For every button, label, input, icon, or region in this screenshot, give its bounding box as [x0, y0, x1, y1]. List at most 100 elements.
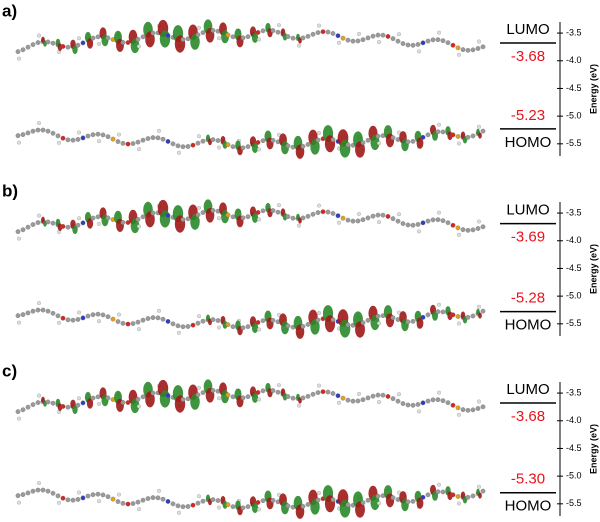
y-axis-label: Energy (eV)	[588, 424, 598, 474]
atom	[240, 145, 246, 151]
atom	[345, 322, 351, 328]
atom	[77, 36, 81, 41]
orbital-lobe	[310, 498, 320, 515]
atom	[317, 383, 321, 388]
atom	[420, 495, 426, 500]
atom	[80, 315, 86, 321]
atom	[135, 319, 141, 325]
orbital-lobe	[86, 398, 94, 409]
atom	[140, 497, 146, 503]
atom	[315, 390, 321, 395]
orbital-lobe	[251, 212, 259, 223]
atom	[155, 135, 161, 141]
atom	[400, 41, 406, 46]
atom	[375, 493, 381, 499]
y-tick-label: -4.5	[566, 83, 582, 93]
atom	[317, 203, 321, 208]
atom	[365, 137, 371, 143]
atom	[125, 321, 131, 327]
atom	[137, 147, 141, 152]
atom	[215, 138, 221, 143]
atom	[437, 302, 441, 307]
atom	[425, 218, 431, 224]
atom	[75, 137, 81, 142]
atom	[240, 395, 246, 401]
atom	[245, 214, 251, 219]
atom	[177, 510, 181, 515]
atom	[300, 504, 306, 509]
atom	[30, 308, 36, 314]
orbital-lobe	[251, 32, 259, 43]
atom	[140, 317, 146, 323]
atom	[35, 40, 41, 45]
atom	[457, 501, 461, 506]
atom	[137, 224, 141, 229]
y-tick-label: -5.5	[566, 138, 582, 148]
atom	[390, 36, 396, 41]
atom	[175, 323, 181, 329]
atom	[135, 499, 141, 505]
atom	[385, 214, 391, 219]
atom	[315, 30, 321, 35]
atom	[365, 35, 371, 41]
atom	[25, 224, 31, 230]
orbital-lobe	[416, 137, 424, 149]
atom	[245, 144, 251, 149]
atom	[130, 501, 136, 506]
atom	[185, 144, 191, 149]
atom	[200, 390, 206, 395]
atom	[215, 498, 221, 503]
atom	[90, 492, 96, 497]
atom	[105, 395, 111, 401]
atom	[320, 389, 326, 395]
atom	[50, 40, 56, 46]
atom	[460, 407, 466, 412]
atom	[137, 507, 141, 512]
orbital-lobe	[355, 321, 365, 338]
atom	[105, 215, 111, 221]
atom	[260, 318, 266, 324]
orbital-lobe	[159, 30, 171, 48]
atom	[440, 38, 446, 43]
atom	[185, 396, 191, 402]
atom	[77, 130, 81, 135]
atom	[25, 404, 31, 410]
atom	[285, 143, 291, 149]
atom	[297, 43, 301, 48]
atom	[340, 215, 346, 221]
orbital-lobe	[130, 398, 140, 414]
atom	[200, 498, 206, 504]
atom	[355, 38, 361, 44]
atom	[120, 321, 126, 326]
atom	[195, 500, 201, 506]
atom	[377, 321, 381, 326]
atom	[450, 312, 456, 318]
orbital-lobe	[222, 500, 228, 509]
atom	[330, 137, 336, 143]
atom	[425, 38, 431, 44]
atom	[195, 392, 201, 398]
atom	[417, 49, 421, 54]
atom	[275, 29, 281, 35]
orbital-lobe	[251, 392, 259, 403]
atom	[50, 130, 56, 136]
atom	[150, 135, 156, 140]
atom	[135, 37, 141, 42]
orbital-lobe	[339, 319, 351, 338]
atom	[255, 140, 261, 145]
atom	[355, 398, 361, 404]
atom	[135, 139, 141, 145]
atom	[60, 135, 66, 141]
atom	[317, 131, 321, 135]
atom	[360, 397, 366, 403]
atom	[415, 222, 421, 227]
atom	[425, 492, 431, 498]
atom	[20, 227, 26, 233]
atom	[317, 311, 321, 315]
atom	[45, 219, 51, 225]
atom	[377, 400, 381, 405]
panel-label: b)	[2, 181, 18, 200]
atom	[195, 320, 201, 326]
atom	[390, 396, 396, 401]
atom	[45, 488, 51, 494]
